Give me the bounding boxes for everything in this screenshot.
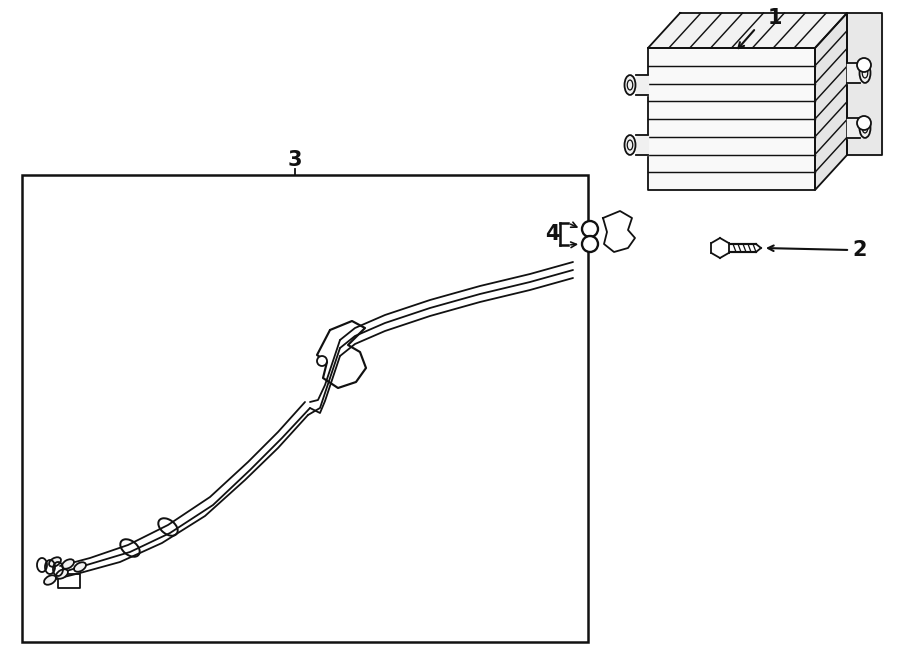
Text: 2: 2 [853, 240, 868, 260]
Polygon shape [847, 13, 882, 155]
Ellipse shape [62, 559, 74, 569]
Ellipse shape [860, 118, 870, 138]
Ellipse shape [625, 135, 635, 155]
Circle shape [582, 221, 598, 237]
Text: 1: 1 [768, 8, 782, 28]
Ellipse shape [56, 569, 68, 579]
Circle shape [857, 58, 871, 72]
Text: 4: 4 [544, 224, 559, 244]
Ellipse shape [74, 562, 86, 572]
Circle shape [317, 356, 327, 366]
Polygon shape [847, 118, 860, 138]
Ellipse shape [860, 63, 870, 83]
Polygon shape [648, 48, 815, 190]
Ellipse shape [625, 75, 635, 95]
Polygon shape [635, 75, 648, 95]
Polygon shape [815, 13, 847, 190]
Circle shape [857, 116, 871, 130]
Ellipse shape [44, 575, 56, 585]
Ellipse shape [49, 557, 61, 567]
Text: 3: 3 [288, 150, 302, 170]
Circle shape [582, 236, 598, 252]
Polygon shape [847, 63, 860, 83]
Bar [22, 175, 588, 642]
Polygon shape [648, 13, 847, 48]
Polygon shape [635, 135, 648, 155]
